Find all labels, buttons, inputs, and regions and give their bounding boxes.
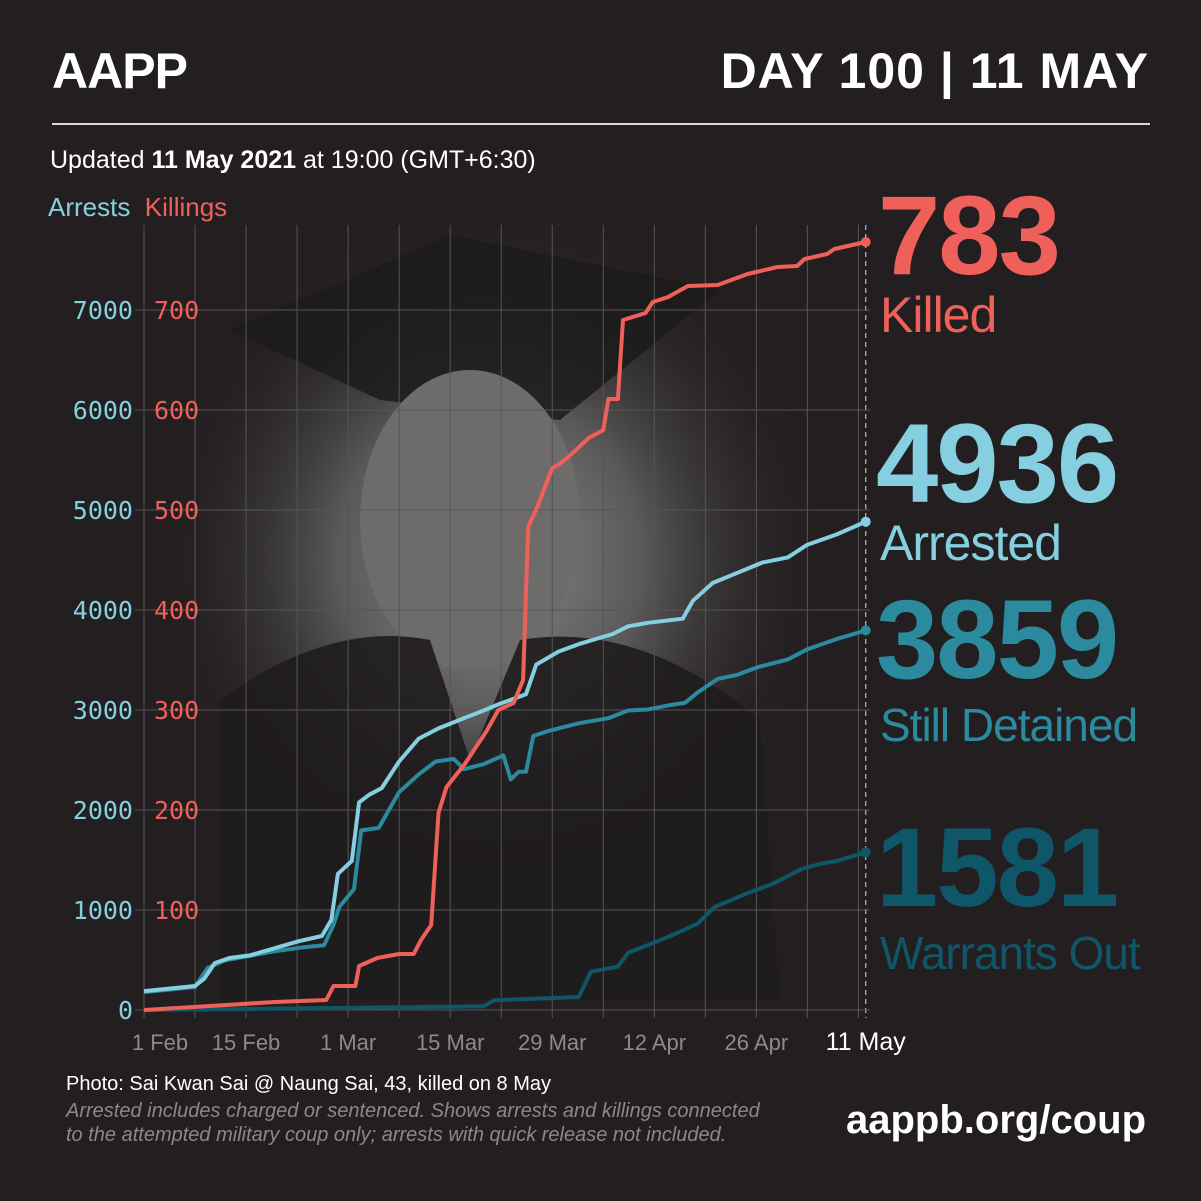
x-tick-label: 1 Mar [320,1030,376,1055]
x-tick-label: 12 Apr [622,1030,686,1055]
x-tick-label: 15 Mar [416,1030,484,1055]
arrested-label: Arrested [880,515,1062,571]
series-line-still-detained [143,628,867,995]
grid [135,225,870,1018]
aapp-logo: AAPP [52,43,188,99]
y-tick-arrests: 6000 [73,396,133,425]
series-line-arrested [143,519,867,994]
x-tick-label: 1 Feb [132,1030,188,1055]
series-end-dot-arrested [860,516,871,527]
detained-label: Still Detained [880,699,1138,751]
legend-killings: Killings [144,192,228,222]
y-tick-arrests: 7000 [73,296,133,325]
killed-count: 783 [878,173,1061,298]
y-tick-killings: 300 [154,696,199,725]
y-tick-arrests: 1000 [73,896,133,925]
series-lines [143,237,871,1012]
y-axis: 0 1000 2000 3000 4000 5000 6000 7000 100 200 300 40… [73,296,199,1025]
y-tick-arrests: 3000 [73,696,133,725]
y-tick-killings: 200 [154,796,199,825]
y-tick-killings: 600 [154,396,199,425]
y-tick-arrests: 2000 [73,796,133,825]
updated-timestamp: Updated 11 May 2021 at 19:00 (GMT+6:30) [50,146,536,175]
y-tick-arrests: 0 [118,996,133,1025]
updated-prefix: Updated [50,146,152,174]
y-tick-killings: 700 [154,296,199,325]
footnote: Arrested includes charged or sentenced. … [66,1099,760,1147]
legend-arrests: Arrests [48,192,131,222]
warrants-label: Warrants Out [880,927,1141,979]
arrested-count: 4936 [876,401,1119,526]
y-tick-arrests: 5000 [73,496,133,525]
x-tick-label: 26 Apr [725,1030,789,1055]
series-end-dot-killings [860,237,871,247]
series-line-warrants-out [143,850,867,1012]
series-line-killings [143,240,867,1012]
x-tick-label: 15 Feb [212,1030,281,1055]
updated-date: 11 May 2021 [151,146,297,174]
day-date-title: DAY 100 | 11 MAY [720,43,1149,99]
series-end-dot-still-detained [860,625,871,636]
x-tick-label: 29 Mar [518,1030,586,1055]
x-tick-label: 11 May [826,1028,907,1056]
y-tick-killings: 100 [154,896,199,925]
warrants-count: 1581 [876,805,1119,930]
updated-suffix: at 19:00 (GMT+6:30) [296,146,536,174]
website-link[interactable]: aappb.org/coup [846,1098,1146,1142]
y-tick-arrests: 4000 [73,596,133,625]
photo-credit: Photo: Sai Kwan Sai @ Naung Sai, 43, kil… [66,1073,552,1095]
y-tick-killings: 500 [154,496,199,525]
series-end-dot-warrants-out [860,847,871,858]
footnote-line-2: to the attempted military coup only; arr… [66,1124,727,1146]
x-axis: 1 Feb 15 Feb 1 Mar 15 Mar 29 Mar 12 Apr 26 Apr… [132,1028,906,1056]
detained-count: 3859 [876,577,1119,702]
footnote-line-1: Arrested includes charged or sentenced. … [66,1100,760,1122]
killed-label: Killed [880,287,997,343]
portrait-photo [150,200,830,1000]
y-tick-killings: 400 [154,596,199,625]
legend: Arrests Killings [48,192,227,223]
header-divider [52,123,1150,125]
